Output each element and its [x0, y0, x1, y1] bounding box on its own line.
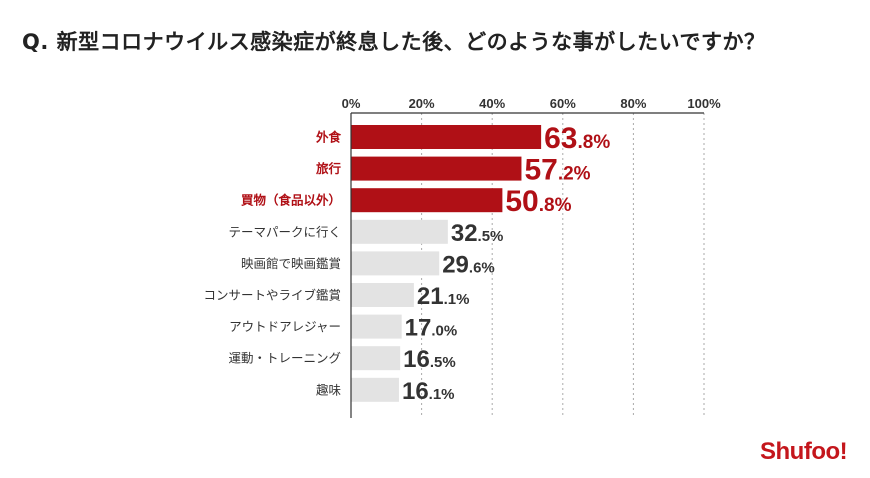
- x-tick-label: 60%: [550, 96, 576, 111]
- value-label: 16.1%: [402, 378, 455, 405]
- shufoo-logo: Shufoo!: [760, 438, 848, 465]
- bar: [351, 377, 399, 402]
- category-label: 運動・トレーニング: [228, 351, 341, 366]
- bar: [351, 346, 401, 371]
- value-label: 50.8%: [505, 185, 571, 218]
- category-label: 旅行: [315, 161, 342, 176]
- bar: [351, 188, 503, 213]
- value-label: 21.1%: [417, 283, 470, 310]
- value-label: 57.2%: [524, 154, 590, 187]
- category-label: 買物（食品以外）: [241, 193, 341, 208]
- category-label: 趣味: [316, 382, 342, 397]
- category-label: 外食: [315, 130, 342, 145]
- bar: [351, 314, 402, 339]
- value-label: 17.0%: [405, 315, 458, 342]
- value-label: 63.8%: [544, 122, 610, 155]
- category-label: 映画館で映画鑑賞: [241, 256, 341, 271]
- category-label: コンサートやライブ鑑賞: [203, 288, 341, 303]
- value-label: 32.5%: [451, 220, 504, 247]
- value-label: 29.6%: [442, 251, 495, 278]
- x-tick-label: 0%: [342, 96, 361, 111]
- category-label: アウトドアレジャー: [229, 319, 341, 334]
- x-tick-label: 100%: [687, 96, 721, 111]
- bar: [351, 156, 522, 181]
- category-label: テーマパークに行く: [228, 224, 341, 239]
- bar: [351, 283, 414, 307]
- bar: [351, 125, 542, 149]
- x-tick-label: 20%: [409, 96, 435, 111]
- x-tick-label: 80%: [620, 96, 646, 111]
- x-tick-label: 40%: [479, 96, 505, 111]
- chart-title: Q. 新型コロナウイルス感染症が終息した後、どのような事がしたいですか？: [22, 30, 766, 54]
- bar: [351, 219, 448, 244]
- value-label: 16.5%: [403, 346, 456, 373]
- bar: [351, 251, 440, 276]
